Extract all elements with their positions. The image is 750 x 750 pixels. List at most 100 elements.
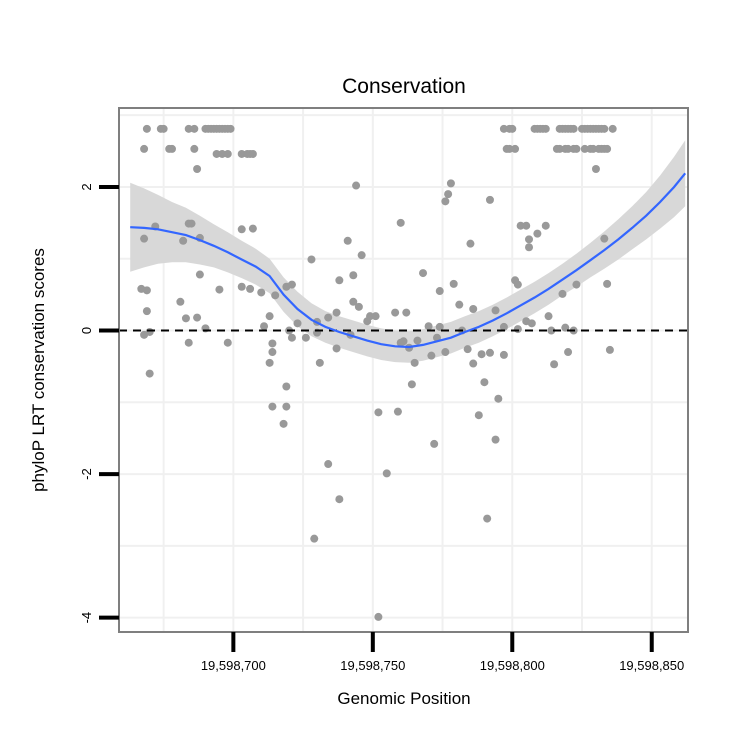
data-point xyxy=(603,279,612,288)
data-point xyxy=(525,235,534,244)
data-point xyxy=(279,419,288,428)
data-point xyxy=(268,402,277,411)
data-point xyxy=(600,124,609,133)
data-point xyxy=(137,284,146,293)
data-point xyxy=(142,124,151,133)
data-point xyxy=(265,312,274,321)
data-point xyxy=(525,243,534,252)
data-point xyxy=(491,306,500,315)
data-point xyxy=(335,495,344,504)
data-point xyxy=(324,460,333,469)
data-point xyxy=(424,322,433,331)
data-point xyxy=(190,144,199,153)
data-point xyxy=(547,326,556,335)
data-point xyxy=(357,251,366,260)
data-point xyxy=(184,338,193,347)
x-axis: 19,598,700 19,598,750 19,598,800 19,598,850 xyxy=(201,632,684,673)
data-point xyxy=(335,276,344,285)
data-point xyxy=(455,300,464,309)
data-point xyxy=(511,144,520,153)
data-point xyxy=(310,534,319,543)
data-point xyxy=(332,344,341,353)
data-point xyxy=(293,319,302,328)
data-point xyxy=(140,330,149,339)
data-point xyxy=(218,149,227,158)
data-point xyxy=(446,179,455,188)
data-point xyxy=(145,369,154,378)
data-point xyxy=(474,411,483,420)
data-point xyxy=(193,313,202,322)
panel-background xyxy=(119,108,688,632)
data-point xyxy=(477,350,486,359)
data-point xyxy=(260,322,269,331)
data-point xyxy=(271,291,280,300)
data-point xyxy=(499,124,508,133)
data-point xyxy=(265,358,274,367)
data-point xyxy=(307,255,316,264)
data-point xyxy=(140,144,149,153)
data-point xyxy=(569,124,578,133)
data-point xyxy=(441,197,450,206)
data-point xyxy=(167,144,176,153)
data-point xyxy=(491,435,500,444)
y-axis-label: phyloP LRT conservation scores xyxy=(29,248,48,492)
data-point xyxy=(324,313,333,322)
data-point xyxy=(544,312,553,321)
data-point xyxy=(349,271,358,280)
data-point xyxy=(237,225,246,234)
data-point xyxy=(287,280,296,289)
data-point xyxy=(427,351,436,360)
data-point xyxy=(159,124,168,133)
data-point xyxy=(352,181,361,190)
data-point xyxy=(513,280,522,289)
data-point xyxy=(391,308,400,317)
data-point xyxy=(572,144,581,153)
data-point xyxy=(485,348,494,357)
y-tick-label: -4 xyxy=(79,612,94,624)
x-tick-label: 19,598,800 xyxy=(480,658,545,673)
data-point xyxy=(371,312,380,321)
data-point xyxy=(463,345,472,354)
data-point xyxy=(430,439,439,448)
data-point xyxy=(212,149,221,158)
data-point xyxy=(382,469,391,478)
data-point xyxy=(332,308,341,317)
data-point xyxy=(184,124,193,133)
data-point xyxy=(282,402,291,411)
data-point xyxy=(413,336,422,345)
data-point xyxy=(564,144,573,153)
data-point xyxy=(513,325,522,334)
data-point xyxy=(407,380,416,389)
data-point xyxy=(223,338,232,347)
data-point xyxy=(374,408,383,417)
data-point xyxy=(516,221,525,230)
data-point xyxy=(591,165,600,174)
data-point xyxy=(589,144,598,153)
data-point xyxy=(246,284,255,293)
data-point xyxy=(366,312,375,321)
data-point xyxy=(402,308,411,317)
data-point xyxy=(469,304,478,313)
data-point xyxy=(410,358,419,367)
confidence-band xyxy=(130,140,686,363)
data-point xyxy=(396,218,405,227)
data-point xyxy=(541,124,550,133)
data-point xyxy=(193,165,202,174)
data-point xyxy=(580,144,589,153)
data-point xyxy=(399,337,408,346)
data-point xyxy=(393,407,402,416)
x-tick-label: 19,598,700 xyxy=(201,658,266,673)
data-point xyxy=(449,279,458,288)
data-point xyxy=(483,514,492,523)
data-point xyxy=(315,358,324,367)
data-point xyxy=(466,239,475,248)
data-point xyxy=(140,234,149,243)
data-point xyxy=(485,195,494,204)
data-point xyxy=(248,149,257,158)
data-point xyxy=(287,333,296,342)
data-point xyxy=(508,124,517,133)
data-point xyxy=(541,221,550,230)
smooth-trend-line xyxy=(130,172,687,349)
data-point xyxy=(522,221,531,230)
